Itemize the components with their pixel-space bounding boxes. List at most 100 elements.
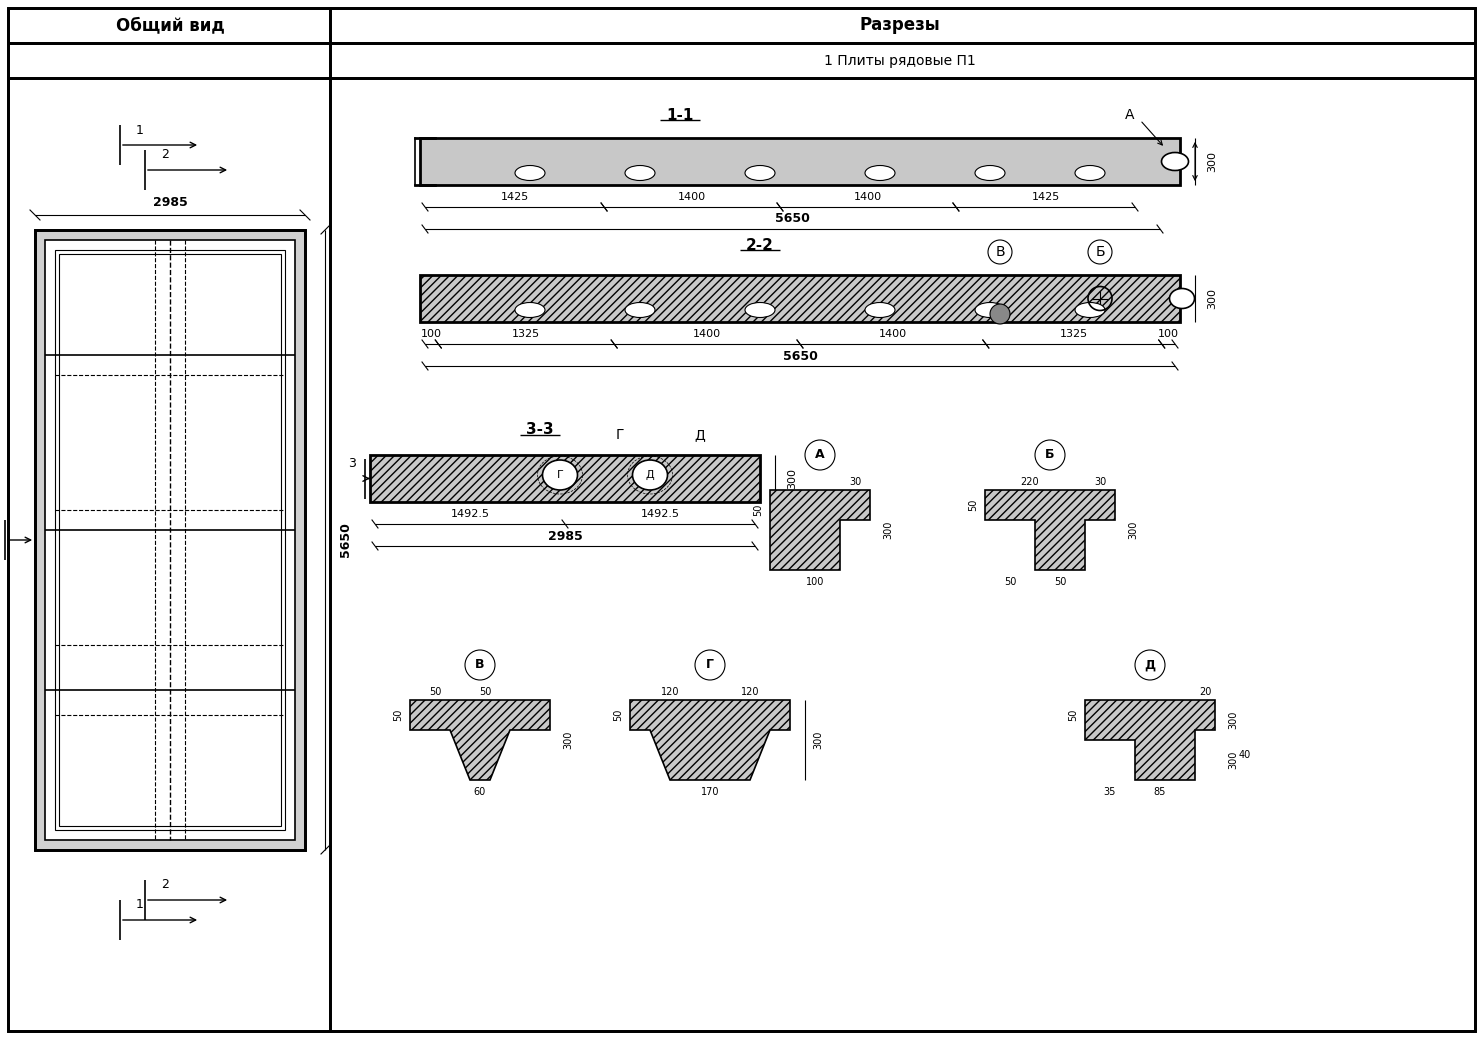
Ellipse shape: [1161, 153, 1188, 170]
Text: 2985: 2985: [547, 530, 583, 542]
Text: 50: 50: [612, 709, 623, 721]
Text: Г: Г: [615, 428, 624, 442]
Text: 1: 1: [136, 899, 144, 911]
Text: 300: 300: [1228, 711, 1238, 729]
Ellipse shape: [633, 460, 667, 490]
Text: 3: 3: [349, 457, 356, 470]
Text: 30: 30: [1094, 477, 1106, 487]
Text: 300: 300: [564, 730, 572, 749]
Text: 1325: 1325: [1060, 329, 1089, 339]
Bar: [369, 455, 759, 502]
Text: 100: 100: [421, 329, 442, 339]
Text: 1492.5: 1492.5: [451, 509, 489, 520]
Text: 35: 35: [1103, 787, 1117, 797]
Ellipse shape: [276, 233, 298, 243]
Circle shape: [991, 304, 1010, 324]
Text: 5650: 5650: [338, 523, 351, 558]
Polygon shape: [1086, 700, 1215, 780]
Text: 220: 220: [1020, 477, 1040, 487]
Ellipse shape: [1170, 289, 1194, 309]
Ellipse shape: [865, 302, 896, 318]
Text: 50: 50: [393, 709, 403, 721]
Bar: [44, 240, 295, 840]
Text: 1400: 1400: [879, 329, 908, 339]
Ellipse shape: [624, 165, 655, 181]
Text: 2: 2: [162, 149, 169, 161]
Ellipse shape: [974, 302, 1005, 318]
Text: 300: 300: [882, 521, 893, 539]
Text: Д: Д: [694, 428, 706, 442]
Text: 2985: 2985: [153, 196, 187, 210]
Text: Общий вид: Общий вид: [116, 17, 224, 34]
Bar: [420, 275, 1180, 322]
Text: 1400: 1400: [854, 192, 882, 202]
Text: Г: Г: [556, 470, 564, 480]
Text: В: В: [995, 245, 1005, 259]
Ellipse shape: [515, 165, 544, 181]
Text: 100: 100: [1158, 329, 1179, 339]
Text: 40: 40: [1238, 750, 1252, 760]
Text: 50: 50: [1054, 577, 1066, 587]
Text: 300: 300: [1207, 288, 1218, 309]
Text: 5650: 5650: [776, 213, 810, 225]
Text: Б: Б: [1046, 449, 1054, 461]
Text: 300: 300: [787, 468, 796, 489]
Text: 50: 50: [1004, 577, 1016, 587]
Text: 50: 50: [1068, 709, 1078, 721]
Text: 300: 300: [1129, 521, 1137, 539]
Text: 1400: 1400: [693, 329, 721, 339]
Bar: [420, 138, 1180, 185]
Bar: [420, 138, 1180, 185]
Ellipse shape: [744, 165, 776, 181]
Text: 1425: 1425: [500, 192, 528, 202]
Text: 30: 30: [848, 477, 862, 487]
Text: 300: 300: [1228, 751, 1238, 769]
Bar: [59, 254, 280, 826]
Text: 300: 300: [1207, 151, 1218, 172]
Text: 3-3: 3-3: [526, 423, 553, 437]
Ellipse shape: [974, 165, 1005, 181]
Text: 60: 60: [475, 787, 486, 797]
Polygon shape: [770, 490, 871, 570]
Ellipse shape: [515, 302, 544, 318]
Ellipse shape: [1075, 165, 1105, 181]
Ellipse shape: [1075, 302, 1105, 318]
Ellipse shape: [276, 837, 298, 847]
Text: 120: 120: [661, 687, 679, 697]
Text: Г: Г: [706, 659, 713, 671]
Text: 5650: 5650: [783, 349, 817, 363]
Bar: [36, 230, 305, 850]
Text: 2: 2: [162, 879, 169, 891]
Text: 170: 170: [701, 787, 719, 797]
Text: 1: 1: [136, 124, 144, 136]
Text: 1 Плиты рядовые П1: 1 Плиты рядовые П1: [825, 53, 976, 68]
Text: А: А: [816, 449, 825, 461]
Bar: [55, 250, 285, 830]
Text: 1492.5: 1492.5: [641, 509, 679, 520]
Text: Разрезы: Разрезы: [860, 17, 940, 34]
Bar: [36, 230, 305, 850]
Polygon shape: [409, 700, 550, 780]
Ellipse shape: [865, 165, 896, 181]
Text: Б: Б: [1094, 245, 1105, 259]
Text: 1325: 1325: [512, 329, 540, 339]
Text: 120: 120: [740, 687, 759, 697]
Text: 50: 50: [479, 687, 491, 697]
Text: 1400: 1400: [678, 192, 706, 202]
Text: 2-2: 2-2: [746, 238, 774, 252]
Text: 50: 50: [429, 687, 440, 697]
Text: 85: 85: [1154, 787, 1166, 797]
Text: В: В: [475, 659, 485, 671]
Text: 50: 50: [753, 504, 762, 516]
Text: Д: Д: [645, 470, 654, 480]
Ellipse shape: [624, 302, 655, 318]
Ellipse shape: [42, 233, 64, 243]
Polygon shape: [630, 700, 790, 780]
Text: 50: 50: [968, 499, 977, 511]
Ellipse shape: [543, 460, 577, 490]
Text: 20: 20: [1198, 687, 1212, 697]
Polygon shape: [985, 490, 1115, 570]
Text: 100: 100: [805, 577, 825, 587]
Ellipse shape: [744, 302, 776, 318]
Text: 1-1: 1-1: [666, 107, 694, 123]
